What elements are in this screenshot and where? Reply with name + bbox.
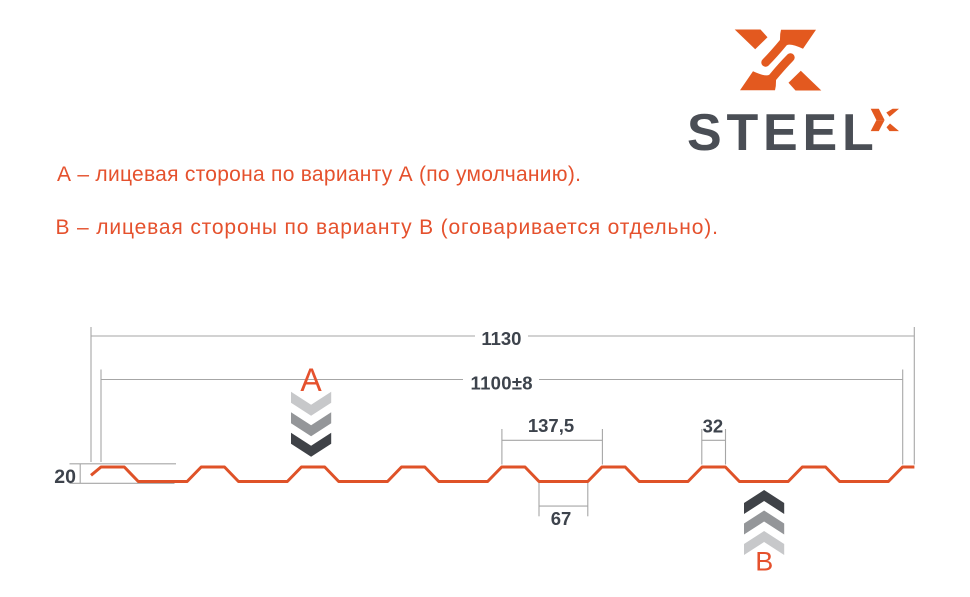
svg-text:1130: 1130 [481,328,521,349]
svg-text:137,5: 137,5 [528,415,574,436]
svg-text:В: В [755,547,773,577]
svg-text:20: 20 [54,466,76,488]
svg-text:32: 32 [703,415,724,436]
svg-text:67: 67 [551,508,572,529]
svg-text:А: А [300,362,322,398]
svg-text:1100±8: 1100±8 [471,373,533,394]
